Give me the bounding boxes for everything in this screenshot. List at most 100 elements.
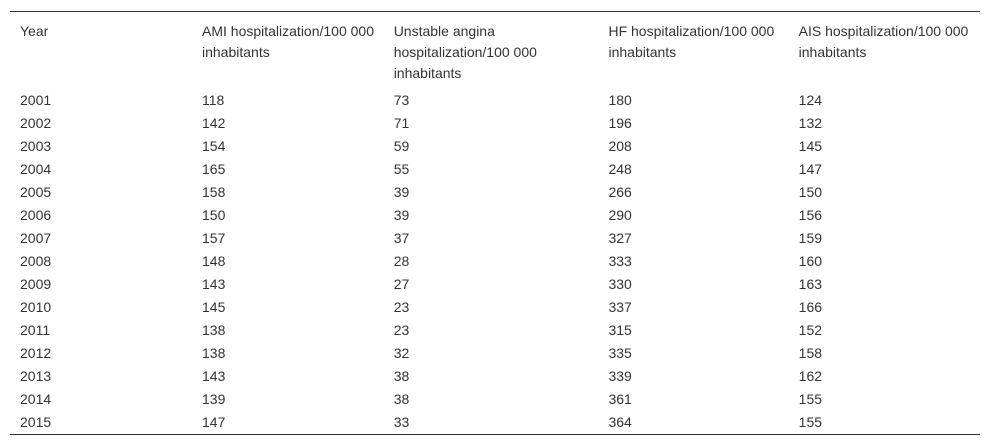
year-cell: 2001 [20,92,52,108]
year-cell: 2003 [20,138,52,154]
value-cell: 361 [608,391,632,407]
value-cell: 155 [798,391,823,407]
value-cell: 150 [798,184,823,200]
year-cell: 2011 [20,322,51,338]
column-header: AIS hospitalization/100 000 inhabitants [789,12,980,90]
value-cell: 315 [608,322,632,338]
table-row: 2002 142 71 196 132 [10,112,980,135]
column-header: HF hospitalization/100 000 inhabitants [598,12,788,90]
year-cell: 2004 [20,161,52,177]
value-cell: 266 [608,184,632,200]
value-cell: 208 [608,138,632,154]
value-cell: 337 [608,299,632,315]
value-cell: 155 [798,414,823,430]
value-cell: 364 [608,414,632,430]
value-cell: 160 [798,253,823,269]
year-cell: 2006 [20,207,52,223]
year-cell: 2012 [20,345,52,361]
value-cell: 335 [608,345,632,361]
value-cell: 33 [393,414,410,430]
value-cell: 148 [202,253,226,269]
value-cell: 27 [393,276,410,292]
column-header-text: AMI hospitalization/100 000 inhabitants [202,23,374,60]
value-cell: 180 [608,92,632,108]
table-row: 2008 148 28 333 160 [10,250,980,273]
value-cell: 28 [393,253,410,269]
value-cell: 162 [798,368,823,384]
value-cell: 290 [608,207,632,223]
table-row: 2012 138 32 335 158 [10,342,980,365]
table-row: 2007 157 37 327 159 [10,227,980,250]
year-cell: 2014 [20,391,52,407]
table-row: 2015 147 33 364 155 [10,411,980,435]
value-cell: 147 [202,414,226,430]
value-cell: 330 [608,276,632,292]
value-cell: 59 [393,138,410,154]
data-table: Year AMI hospitalization/100 000 inhabita… [10,11,980,435]
table-row: 2004 165 55 248 147 [10,158,980,181]
value-cell: 55 [393,161,410,177]
value-cell: 23 [393,322,410,338]
value-cell: 124 [798,92,823,108]
column-header-text: HF hospitalization/100 000 inhabitants [608,23,775,60]
value-cell: 38 [393,368,410,384]
table-row: 2005 158 39 266 150 [10,181,980,204]
value-cell: 147 [798,161,823,177]
value-cell: 138 [202,322,226,338]
year-cell: 2013 [20,368,52,384]
value-cell: 333 [608,253,632,269]
value-cell: 73 [393,92,410,108]
value-cell: 196 [608,115,632,131]
value-cell: 32 [393,345,410,361]
value-cell: 145 [202,299,226,315]
value-cell: 145 [798,138,823,154]
column-header-text: Unstable angina hospitalization/100 000 … [393,23,537,81]
value-cell: 152 [798,322,823,338]
value-cell: 37 [393,230,410,246]
value-cell: 139 [202,391,226,407]
value-cell: 339 [608,368,632,384]
value-cell: 138 [202,345,226,361]
table-row: 2009 143 27 330 163 [10,273,980,296]
value-cell: 39 [393,207,410,223]
year-cell: 2009 [20,276,52,292]
table-header: Year AMI hospitalization/100 000 inhabita… [10,12,980,90]
value-cell: 38 [393,391,410,407]
value-cell: 157 [202,230,226,246]
value-cell: 118 [202,92,225,108]
value-cell: 150 [202,207,226,223]
value-cell: 327 [608,230,632,246]
value-cell: 132 [798,115,823,131]
year-cell: 2015 [20,414,52,430]
table-row: 2006 150 39 290 156 [10,204,980,227]
value-cell: 165 [202,161,226,177]
value-cell: 142 [202,115,226,131]
table-row: 2003 154 59 208 145 [10,135,980,158]
header-row: Year AMI hospitalization/100 000 inhabita… [10,12,980,90]
table-row: 2011 138 23 315 152 [10,319,980,342]
value-cell: 158 [202,184,226,200]
value-cell: 23 [393,299,410,315]
column-header-text: Year [20,23,49,39]
table-row: 2001 118 73 180 124 [10,89,980,112]
year-cell: 2008 [20,253,52,269]
column-header: Year [10,12,192,90]
value-cell: 71 [393,115,410,131]
value-cell: 166 [798,299,823,315]
table-row: 2013 143 38 339 162 [10,365,980,388]
value-cell: 39 [393,184,410,200]
value-cell: 143 [202,276,226,292]
year-cell: 2007 [20,230,52,246]
value-cell: 248 [608,161,632,177]
column-header: Unstable angina hospitalization/100 000 … [384,12,599,90]
value-cell: 156 [798,207,823,223]
column-header-text: AIS hospitalization/100 000 inhabitants [798,23,969,60]
table-row: 2014 139 38 361 155 [10,388,980,411]
value-cell: 158 [798,345,823,361]
year-cell: 2002 [20,115,52,131]
value-cell: 163 [798,276,823,292]
column-header: AMI hospitalization/100 000 inhabitants [192,12,384,90]
year-cell: 2010 [20,299,52,315]
value-cell: 154 [202,138,226,154]
